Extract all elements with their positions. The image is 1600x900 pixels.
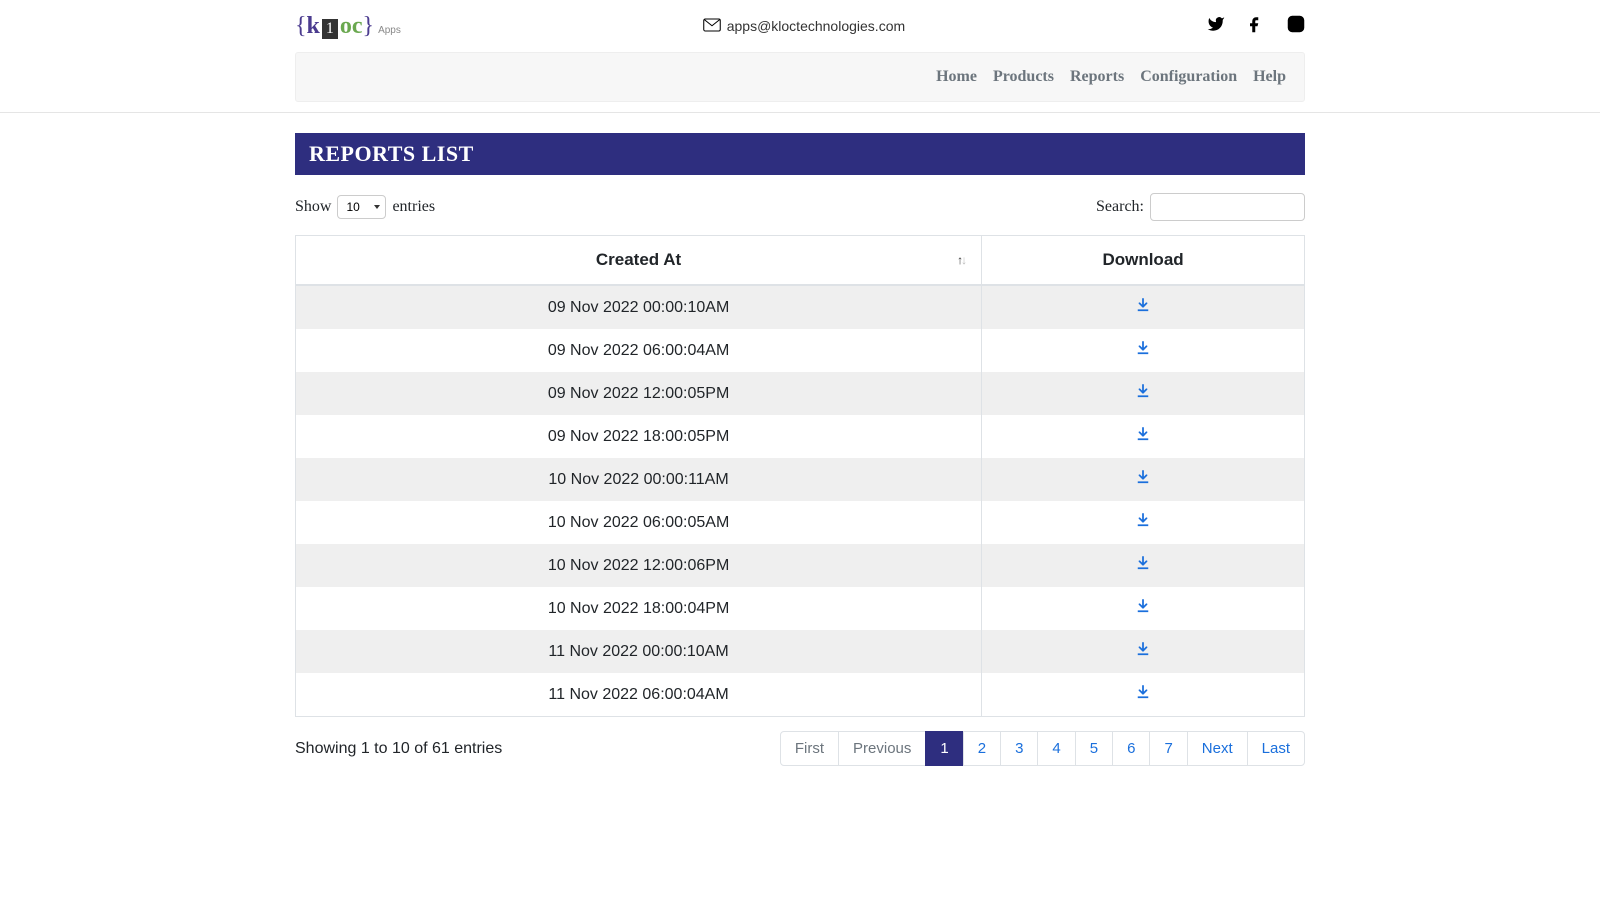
page-2[interactable]: 2 — [963, 731, 1001, 766]
download-icon[interactable] — [1136, 642, 1150, 661]
mail-icon — [703, 18, 721, 35]
cell-created-at: 09 Nov 2022 06:00:04AM — [296, 329, 982, 372]
page-size-select[interactable]: 102550100 — [337, 195, 386, 219]
instagram-link[interactable] — [1287, 15, 1305, 38]
nav-configuration[interactable]: Configuration — [1140, 68, 1237, 86]
cell-download — [982, 329, 1305, 372]
page-next[interactable]: Next — [1187, 731, 1248, 766]
download-icon[interactable] — [1136, 556, 1150, 575]
download-icon[interactable] — [1136, 341, 1150, 360]
logo-oc: oc — [340, 13, 363, 40]
cell-download — [982, 415, 1305, 458]
table-row: 11 Nov 2022 06:00:04AM — [296, 673, 1305, 717]
cell-created-at: 10 Nov 2022 00:00:11AM — [296, 458, 982, 501]
page-5[interactable]: 5 — [1075, 731, 1113, 766]
page-7[interactable]: 7 — [1149, 731, 1187, 766]
page-previous: Previous — [838, 731, 926, 766]
page-3[interactable]: 3 — [1000, 731, 1038, 766]
table-row: 09 Nov 2022 06:00:04AM — [296, 329, 1305, 372]
cell-created-at: 09 Nov 2022 00:00:10AM — [296, 285, 982, 329]
col-header-download-label: Download — [1102, 250, 1183, 269]
sort-icon: ↑↓ — [957, 253, 967, 267]
facebook-icon — [1247, 20, 1265, 37]
logo-k: k — [307, 13, 320, 40]
cell-created-at: 09 Nov 2022 18:00:05PM — [296, 415, 982, 458]
table-row: 10 Nov 2022 00:00:11AM — [296, 458, 1305, 501]
entries-length-control: Show 102550100 entries — [295, 195, 435, 219]
page-4[interactable]: 4 — [1037, 731, 1075, 766]
col-header-download: Download — [982, 236, 1305, 286]
cell-created-at: 09 Nov 2022 12:00:05PM — [296, 372, 982, 415]
table-row: 09 Nov 2022 18:00:05PM — [296, 415, 1305, 458]
logo-brace-close: } — [363, 13, 375, 40]
instagram-icon — [1287, 20, 1305, 37]
facebook-link[interactable] — [1247, 15, 1265, 38]
col-header-created-at-label: Created At — [596, 250, 681, 269]
contact-email-text: apps@kloctechnologies.com — [727, 18, 905, 34]
cell-download — [982, 285, 1305, 329]
cell-download — [982, 630, 1305, 673]
show-label-pre: Show — [295, 198, 331, 216]
page-last[interactable]: Last — [1247, 731, 1305, 766]
download-icon[interactable] — [1136, 427, 1150, 446]
pagination: FirstPrevious1234567NextLast — [780, 731, 1305, 766]
twitter-link[interactable] — [1207, 15, 1225, 38]
cell-download — [982, 673, 1305, 717]
showing-info: Showing 1 to 10 of 61 entries — [295, 740, 502, 758]
cell-created-at: 10 Nov 2022 06:00:05AM — [296, 501, 982, 544]
cell-download — [982, 458, 1305, 501]
page-title: REPORTS LIST — [295, 133, 1305, 175]
twitter-icon — [1207, 20, 1225, 37]
logo-apps-suffix: Apps — [378, 25, 401, 36]
download-icon[interactable] — [1136, 685, 1150, 704]
logo-brace-open: { — [295, 13, 307, 40]
download-icon[interactable] — [1136, 470, 1150, 489]
cell-created-at: 11 Nov 2022 00:00:10AM — [296, 630, 982, 673]
header-divider — [0, 112, 1600, 113]
show-label-post: entries — [392, 198, 435, 216]
col-header-created-at[interactable]: Created At ↑↓ — [296, 236, 982, 286]
cell-download — [982, 587, 1305, 630]
download-icon[interactable] — [1136, 384, 1150, 403]
nav-products[interactable]: Products — [993, 68, 1054, 86]
contact-email[interactable]: apps@kloctechnologies.com — [401, 18, 1207, 35]
download-icon[interactable] — [1136, 298, 1150, 317]
page-first: First — [780, 731, 839, 766]
table-row: 11 Nov 2022 00:00:10AM — [296, 630, 1305, 673]
nav-reports[interactable]: Reports — [1070, 68, 1124, 86]
nav-home[interactable]: Home — [936, 68, 977, 86]
table-row: 10 Nov 2022 18:00:04PM — [296, 587, 1305, 630]
main-nav: Home Products Reports Configuration Help — [295, 52, 1305, 102]
cell-download — [982, 544, 1305, 587]
nav-help[interactable]: Help — [1253, 68, 1286, 86]
reports-table: Created At ↑↓ Download 09 Nov 2022 00:00… — [295, 235, 1305, 717]
page-1[interactable]: 1 — [925, 731, 963, 766]
table-row: 09 Nov 2022 12:00:05PM — [296, 372, 1305, 415]
table-row: 10 Nov 2022 06:00:05AM — [296, 501, 1305, 544]
search-label: Search: — [1096, 198, 1144, 216]
table-row: 09 Nov 2022 00:00:10AM — [296, 285, 1305, 329]
logo-one: 1 — [322, 19, 338, 39]
brand-logo[interactable]: {k1oc}Apps — [295, 13, 401, 40]
download-icon[interactable] — [1136, 513, 1150, 532]
cell-created-at: 10 Nov 2022 12:00:06PM — [296, 544, 982, 587]
table-row: 10 Nov 2022 12:00:06PM — [296, 544, 1305, 587]
download-icon[interactable] — [1136, 599, 1150, 618]
cell-download — [982, 372, 1305, 415]
cell-created-at: 10 Nov 2022 18:00:04PM — [296, 587, 982, 630]
cell-download — [982, 501, 1305, 544]
search-input[interactable] — [1150, 193, 1305, 221]
page-6[interactable]: 6 — [1112, 731, 1150, 766]
cell-created-at: 11 Nov 2022 06:00:04AM — [296, 673, 982, 717]
